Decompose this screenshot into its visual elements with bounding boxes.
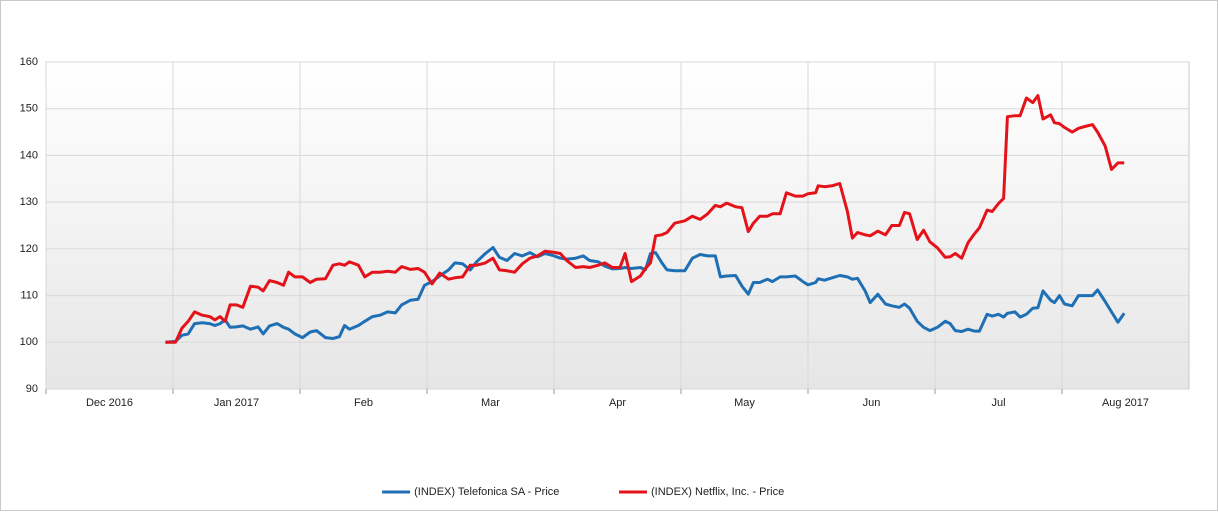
y-tick-label: 130 [20,196,38,208]
y-tick-label: 140 [20,149,38,161]
x-tick-label: May [734,397,755,409]
y-tick-label: 150 [20,103,38,115]
x-tick-label: Jan 2017 [214,397,259,409]
x-tick-label: Dec 2016 [86,397,133,409]
y-tick-label: 160 [20,56,38,68]
y-tick-label: 110 [20,289,38,301]
x-tick-label: Jul [991,397,1005,409]
y-tick-label: 120 [20,243,38,255]
legend-label: (INDEX) Telefonica SA - Price [414,486,559,498]
x-tick-label: Feb [354,397,373,409]
x-tick-label: Jun [863,397,881,409]
y-tick-label: 90 [26,383,38,395]
x-tick-label: Apr [609,397,626,409]
y-tick-label: 100 [20,336,38,348]
x-tick-label: Aug 2017 [1102,397,1149,409]
legend-label: (INDEX) Netflix, Inc. - Price [651,486,784,498]
x-tick-label: Mar [481,397,500,409]
series-line [165,246,1126,344]
series-line [165,94,1125,344]
plot-area [45,61,1190,390]
